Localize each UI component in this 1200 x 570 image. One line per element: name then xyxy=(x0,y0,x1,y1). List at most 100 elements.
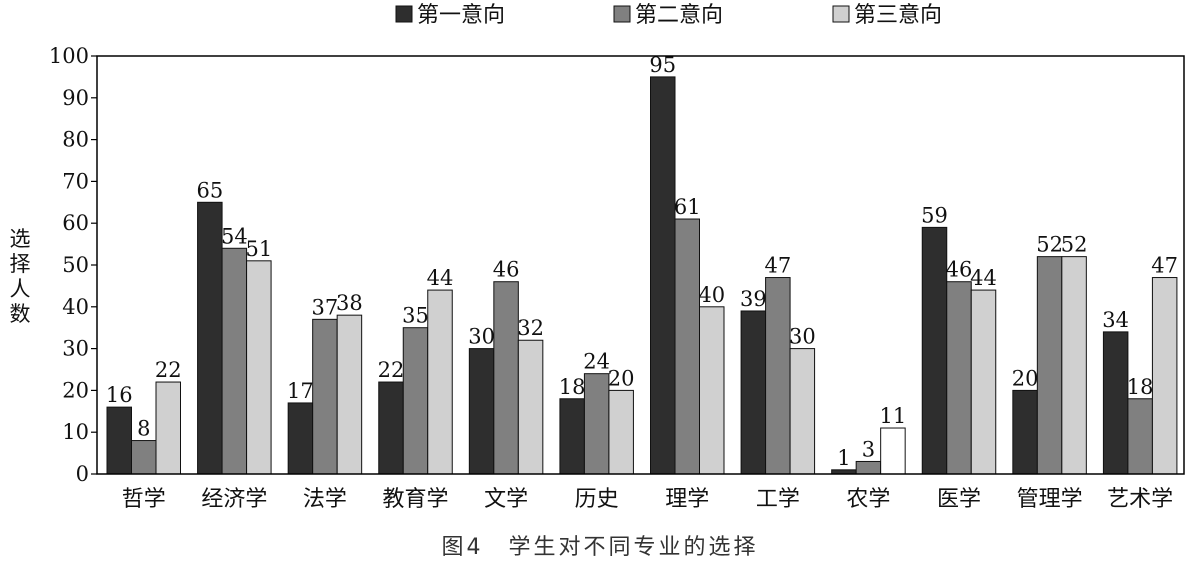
figure-caption: 图4 学生对不同专业的选择 xyxy=(442,535,759,560)
bar-历史-第一意向 xyxy=(559,398,585,475)
bar-value-label: 61 xyxy=(674,195,701,219)
bar-管理学-第一意向 xyxy=(1012,389,1038,475)
category-label: 法学 xyxy=(303,487,347,512)
legend-label: 第三意向 xyxy=(854,3,942,28)
bar-value-label: 37 xyxy=(312,295,339,319)
bar-value-label: 20 xyxy=(608,366,635,390)
category-label: 哲学 xyxy=(122,487,166,512)
bar-文学-第三意向 xyxy=(517,339,544,475)
bar-value-label: 40 xyxy=(698,283,725,307)
bar-value-label: 22 xyxy=(378,358,405,382)
category-label: 艺术学 xyxy=(1107,487,1173,512)
bar-教育学-第二意向 xyxy=(402,327,429,475)
bar-工学-第二意向 xyxy=(765,277,791,475)
bar-value-label: 46 xyxy=(493,258,520,282)
legend-swatch xyxy=(395,5,413,23)
bar-value-label: 51 xyxy=(245,237,272,261)
y-tick-label: 20 xyxy=(62,378,89,402)
y-tick-label: 50 xyxy=(62,253,89,277)
y-tick-label: 80 xyxy=(62,128,89,152)
category-label: 经济学 xyxy=(201,487,267,512)
bar-经济学-第三意向 xyxy=(246,260,272,475)
bar-医学-第一意向 xyxy=(921,226,948,475)
bar-value-label: 11 xyxy=(880,404,907,428)
bar-哲学-第二意向 xyxy=(131,440,157,475)
bar-value-label: 47 xyxy=(1151,254,1178,278)
y-tick-label: 60 xyxy=(62,211,89,235)
bar-value-label: 54 xyxy=(221,224,248,248)
bar-艺术学-第二意向 xyxy=(1127,398,1153,475)
bar-文学-第二意向 xyxy=(493,281,519,475)
bar-value-label: 8 xyxy=(137,417,150,441)
category-label: 医学 xyxy=(937,487,981,512)
bar-管理学-第三意向 xyxy=(1061,256,1087,475)
bar-value-label: 3 xyxy=(862,437,875,461)
y-tick-label: 30 xyxy=(62,337,89,361)
bar-理学-第三意向 xyxy=(699,306,725,475)
category-label: 理学 xyxy=(665,487,709,512)
bar-value-label: 24 xyxy=(583,350,610,374)
bar-法学-第一意向 xyxy=(287,402,314,475)
bar-value-label: 47 xyxy=(764,254,791,278)
category-label: 管理学 xyxy=(1017,487,1083,512)
bar-value-label: 44 xyxy=(427,266,454,290)
bar-value-label: 95 xyxy=(649,53,676,77)
y-tick-label: 40 xyxy=(62,295,89,319)
bar-教育学-第三意向 xyxy=(427,289,453,475)
value-labels: 1682265545117373822354430463218242095614… xyxy=(106,53,1178,470)
bar-value-label: 30 xyxy=(468,325,495,349)
bar-value-label: 18 xyxy=(559,375,586,399)
bar-value-label: 35 xyxy=(402,304,429,328)
bar-艺术学-第一意向 xyxy=(1102,331,1129,475)
category-label: 农学 xyxy=(846,487,890,512)
bar-历史-第三意向 xyxy=(608,389,634,475)
category-label: 教育学 xyxy=(382,487,448,512)
bar-文学-第一意向 xyxy=(468,348,495,475)
bar-value-label: 44 xyxy=(970,266,997,290)
category-label: 文学 xyxy=(484,487,528,512)
legend: 第一意向 第二意向 第三意向 xyxy=(395,3,942,28)
y-tick-label: 100 xyxy=(49,44,89,68)
bar-医学-第三意向 xyxy=(970,289,997,475)
bar-工学-第三意向 xyxy=(789,348,816,475)
y-axis-label: 选择人数 xyxy=(10,227,31,326)
bar-医学-第二意向 xyxy=(946,281,972,475)
bar-value-label: 46 xyxy=(946,258,973,282)
y-tick-label: 10 xyxy=(62,420,89,444)
bar-value-label: 52 xyxy=(1036,233,1063,257)
bar-管理学-第二意向 xyxy=(1036,256,1063,475)
bar-value-label: 39 xyxy=(740,287,767,311)
bar-哲学-第一意向 xyxy=(106,406,132,475)
bar-农学-第三意向 xyxy=(880,427,906,475)
bar-value-label: 1 xyxy=(837,446,850,470)
bar-理学-第一意向 xyxy=(650,76,676,475)
bar-value-label: 52 xyxy=(1061,233,1088,257)
bar-value-label: 30 xyxy=(789,325,816,349)
bar-工学-第一意向 xyxy=(740,310,767,475)
bar-value-label: 65 xyxy=(196,178,223,202)
bar-教育学-第一意向 xyxy=(378,381,404,475)
y-tick-label: 0 xyxy=(76,462,89,486)
bar-value-label: 34 xyxy=(1102,308,1129,332)
bar-value-label: 38 xyxy=(336,291,363,315)
bar-哲学-第三意向 xyxy=(155,381,181,475)
bar-法学-第三意向 xyxy=(336,314,363,475)
category-label: 工学 xyxy=(756,487,800,512)
bar-农学-第二意向 xyxy=(855,460,882,475)
y-tick-label: 90 xyxy=(62,86,89,110)
legend-swatch xyxy=(832,5,850,23)
category-label: 历史 xyxy=(575,487,619,512)
y-tick-label: 70 xyxy=(62,169,89,193)
bar-value-label: 16 xyxy=(106,383,133,407)
bar-经济学-第一意向 xyxy=(197,201,223,475)
bar-value-label: 32 xyxy=(517,316,544,340)
bar-value-label: 59 xyxy=(921,203,948,227)
plot-frame xyxy=(96,55,1185,475)
bars xyxy=(106,76,1178,475)
bar-经济学-第二意向 xyxy=(221,247,248,475)
legend-label: 第二意向 xyxy=(635,3,723,28)
bar-历史-第二意向 xyxy=(583,373,610,475)
bar-value-label: 17 xyxy=(287,379,314,403)
y-axis-ticks: 0 10 20 30 40 50 60 70 80 90 100 xyxy=(49,44,97,486)
bar-艺术学-第三意向 xyxy=(1151,277,1178,475)
